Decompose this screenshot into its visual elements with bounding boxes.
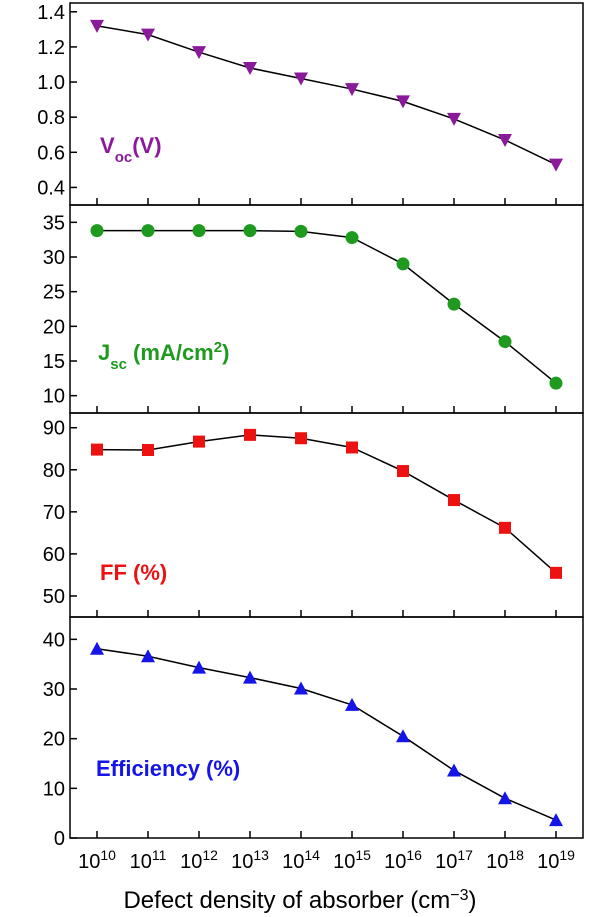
y-tick-label: 15	[43, 351, 65, 373]
data-point-voc	[192, 46, 206, 60]
x-tick-label: 1016	[384, 847, 422, 873]
data-point-ff	[397, 465, 409, 478]
data-point-jsc	[90, 224, 104, 238]
data-point-voc	[498, 134, 512, 148]
data-point-voc	[243, 61, 257, 75]
y-tick-label: 30	[43, 247, 65, 269]
panel-voc: 0.4 0.6 0.8 1.0 1.2 1.4 Voc(V)	[37, 2, 584, 206]
data-point-eff	[549, 813, 563, 827]
panel-frame	[69, 616, 584, 839]
data-point-eff	[345, 697, 359, 711]
panel-label-voc: Voc(V)	[100, 133, 162, 166]
y-tick-label: 40	[43, 629, 65, 651]
y-tick-label: 20	[43, 316, 65, 338]
data-point-jsc	[141, 224, 155, 238]
data-point-jsc	[345, 231, 359, 245]
y-tick-label: 50	[43, 586, 65, 608]
y-tick-label: 35	[43, 212, 65, 234]
x-tick-label: 1014	[282, 847, 320, 873]
y-tick-label: 10	[43, 386, 65, 408]
y-tick-label: 0.4	[37, 177, 65, 199]
data-point-eff	[396, 729, 410, 743]
data-point-jsc	[447, 297, 461, 311]
data-point-ff	[346, 441, 358, 454]
y-tick-label: 80	[43, 460, 65, 482]
panel-label-ff: FF (%)	[100, 560, 167, 585]
x-tick-label: 1012	[180, 847, 218, 873]
data-point-ff	[295, 432, 307, 445]
data-point-ff	[550, 566, 562, 579]
data-point-jsc	[498, 335, 512, 349]
data-point-voc	[294, 72, 308, 86]
panel-eff: 0 10 20 30 40 Efficiency (%)	[43, 616, 584, 850]
data-point-ff	[91, 443, 103, 456]
panel-jsc: 10 15 20 25 30 35 Jsc (mA/cm2)	[43, 204, 584, 414]
data-point-eff	[294, 681, 308, 695]
y-tick-label: 0.6	[37, 142, 65, 164]
data-point-voc	[549, 158, 563, 172]
y-tick-label: 70	[43, 502, 65, 524]
data-point-ff	[499, 521, 511, 534]
x-axis-title: Defect density of absorber (cm−3)	[123, 887, 476, 915]
y-tick-label: 1.4	[37, 2, 65, 24]
y-tick-label: 25	[43, 282, 65, 304]
x-tick-label: 1015	[333, 847, 371, 873]
data-point-jsc	[294, 224, 308, 238]
series-line-ff	[96, 434, 557, 574]
data-point-ff	[193, 435, 205, 448]
data-point-jsc	[396, 257, 410, 271]
y-tick-label: 1.2	[37, 37, 65, 59]
data-point-eff	[498, 791, 512, 805]
data-point-eff	[90, 641, 104, 655]
data-point-eff	[447, 763, 461, 777]
data-point-voc	[345, 83, 359, 97]
y-tick-label: 30	[43, 679, 65, 701]
data-point-jsc	[549, 376, 563, 390]
y-tick-label: 90	[43, 418, 65, 440]
data-point-eff	[141, 649, 155, 663]
data-point-voc	[396, 95, 410, 109]
x-tick-label: 1011	[130, 847, 167, 873]
data-point-jsc	[192, 224, 206, 238]
x-tick-label: 1019	[537, 847, 575, 873]
data-point-ff	[142, 444, 154, 457]
y-tick-label: 20	[43, 729, 65, 751]
x-tick-label: 1018	[486, 847, 524, 873]
y-tick-label: 10	[43, 778, 65, 800]
x-tick-label: 1010	[78, 847, 116, 873]
y-tick-label: 0	[54, 828, 65, 850]
series-line-eff	[96, 648, 557, 821]
data-point-voc	[447, 112, 461, 126]
data-point-eff	[192, 660, 206, 674]
x-tick-label: 1013	[231, 847, 269, 873]
x-tick-label: 1017	[435, 847, 473, 873]
data-point-ff	[448, 494, 460, 507]
data-point-voc	[141, 28, 155, 42]
data-point-eff	[243, 670, 257, 684]
y-tick-label: 60	[43, 544, 65, 566]
series-line-jsc	[97, 229, 557, 384]
data-point-voc	[90, 19, 104, 33]
y-tick-label: 1.0	[37, 72, 65, 94]
series-line-voc	[96, 25, 557, 166]
data-point-ff	[244, 428, 256, 441]
y-tick-label: 0.8	[37, 107, 65, 129]
panel-label-eff: Efficiency (%)	[96, 756, 240, 781]
panel-ff: 50 60 70 80 90 FF (%)	[43, 412, 584, 618]
data-point-jsc	[243, 224, 257, 238]
panel-label-jsc: Jsc (mA/cm2)	[98, 339, 229, 373]
